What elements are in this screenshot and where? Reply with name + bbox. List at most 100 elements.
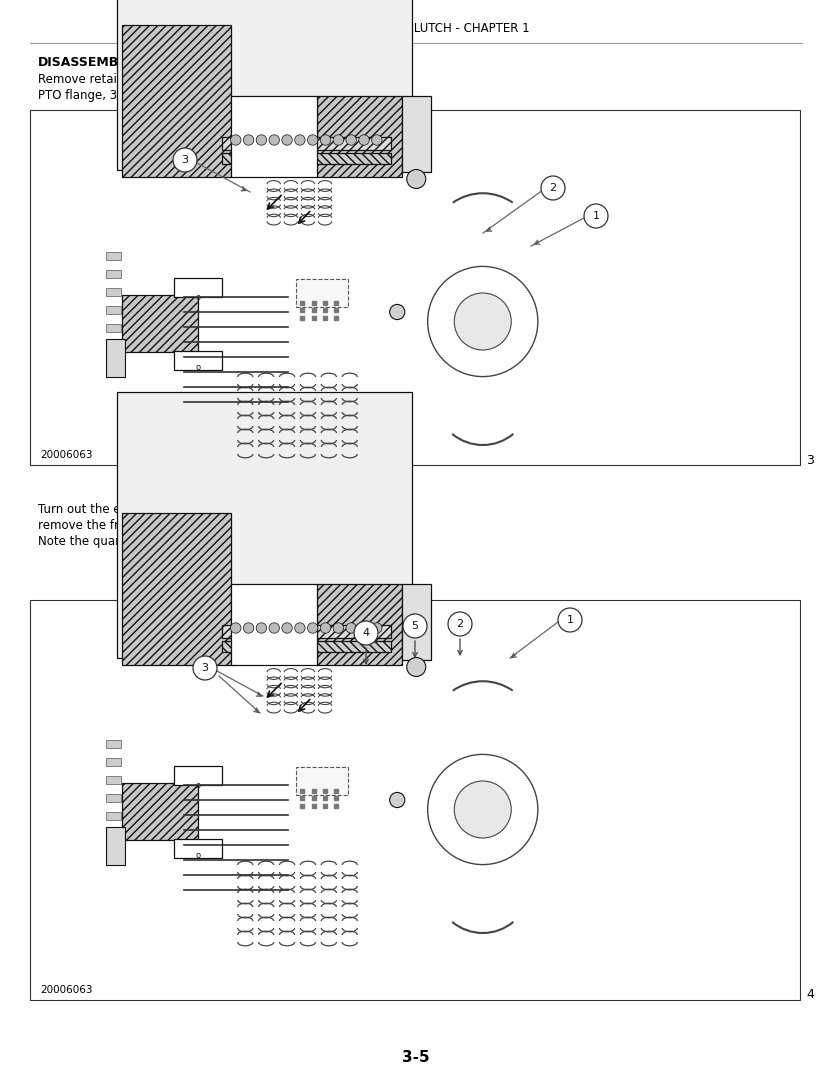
Text: o: o — [196, 363, 201, 372]
Bar — [121, 783, 198, 840]
Circle shape — [173, 148, 197, 172]
Text: 1: 1 — [592, 211, 600, 221]
Circle shape — [282, 623, 292, 633]
Text: 4: 4 — [806, 989, 814, 1002]
Circle shape — [308, 623, 318, 633]
Circle shape — [372, 623, 382, 633]
Circle shape — [584, 204, 608, 228]
Text: remove the friction discs, 3, and spacer plates, 4.: remove the friction discs, 3, and spacer… — [38, 519, 331, 532]
Text: 20006063: 20006063 — [40, 450, 92, 460]
Bar — [106, 324, 121, 332]
Circle shape — [256, 623, 266, 633]
Bar — [106, 252, 121, 260]
Bar — [106, 758, 121, 766]
Circle shape — [308, 135, 318, 145]
Bar — [30, 110, 800, 465]
Circle shape — [320, 623, 331, 633]
Bar — [117, 392, 412, 657]
Text: 3: 3 — [181, 155, 189, 165]
Bar — [221, 137, 390, 150]
Circle shape — [282, 135, 292, 145]
Circle shape — [269, 135, 280, 145]
Circle shape — [269, 623, 280, 633]
Circle shape — [193, 656, 217, 680]
Bar — [30, 600, 800, 1001]
Text: Note the quantity and location of the shims at 5.: Note the quantity and location of the sh… — [38, 535, 326, 548]
Circle shape — [295, 135, 305, 145]
Bar — [221, 625, 390, 638]
Bar — [121, 295, 198, 352]
Text: 2: 2 — [549, 183, 557, 193]
Circle shape — [230, 135, 241, 145]
Circle shape — [230, 623, 241, 633]
Circle shape — [389, 305, 405, 320]
Circle shape — [359, 623, 369, 633]
Text: 1: 1 — [567, 615, 573, 625]
Bar — [106, 827, 125, 865]
Circle shape — [407, 169, 426, 188]
Text: 5: 5 — [412, 621, 418, 631]
Circle shape — [359, 135, 369, 145]
Bar — [121, 513, 231, 665]
Text: DISASSEMBLY: DISASSEMBLY — [38, 56, 134, 70]
Circle shape — [454, 781, 511, 838]
Text: 3-5: 3-5 — [402, 1050, 430, 1065]
Circle shape — [448, 612, 472, 637]
Bar — [106, 740, 121, 749]
Bar — [174, 278, 221, 297]
Bar — [221, 641, 390, 652]
Bar — [221, 153, 390, 164]
Text: SECTION 3 - SLIP CLUTCH - CHAPTER 1: SECTION 3 - SLIP CLUTCH - CHAPTER 1 — [303, 22, 529, 34]
Bar — [121, 25, 231, 177]
Text: PTO flange, 3, from the clutch.: PTO flange, 3, from the clutch. — [38, 89, 219, 102]
Circle shape — [454, 293, 511, 350]
Circle shape — [541, 176, 565, 200]
Bar — [174, 839, 221, 858]
Circle shape — [407, 657, 426, 676]
Circle shape — [428, 754, 537, 865]
Bar — [295, 767, 348, 795]
Bar — [106, 289, 121, 296]
Bar — [402, 96, 430, 172]
Bar — [174, 351, 221, 370]
Text: o: o — [196, 851, 201, 859]
Text: 4: 4 — [363, 628, 369, 638]
Bar — [402, 584, 430, 660]
Circle shape — [354, 621, 378, 645]
Text: Remove retaining ring, 1, and washer, 2, to remove: Remove retaining ring, 1, and washer, 2,… — [38, 73, 344, 86]
Circle shape — [558, 609, 582, 632]
Bar — [295, 279, 348, 307]
Text: 20006063: 20006063 — [40, 985, 92, 995]
Circle shape — [295, 623, 305, 633]
Bar — [106, 795, 121, 802]
Bar — [316, 584, 402, 665]
Text: 3: 3 — [806, 453, 814, 466]
Text: 2: 2 — [457, 619, 463, 629]
Bar — [316, 96, 402, 177]
Bar — [106, 777, 121, 784]
Text: o: o — [196, 781, 201, 791]
Circle shape — [403, 614, 427, 638]
Circle shape — [372, 135, 382, 145]
Bar — [231, 584, 316, 665]
Bar — [231, 96, 316, 177]
Text: 3: 3 — [201, 663, 209, 673]
Bar — [106, 306, 121, 314]
Bar — [106, 339, 125, 377]
Circle shape — [333, 135, 344, 145]
Bar — [117, 0, 412, 169]
Circle shape — [346, 623, 356, 633]
Circle shape — [428, 266, 537, 377]
Bar — [174, 766, 221, 785]
Text: Turn out the eight cap screws, 1, and springs, 2, to: Turn out the eight cap screws, 1, and sp… — [38, 504, 339, 517]
Circle shape — [243, 135, 254, 145]
Circle shape — [389, 793, 405, 808]
Circle shape — [320, 135, 331, 145]
Text: o: o — [196, 293, 201, 303]
Circle shape — [346, 135, 356, 145]
Circle shape — [333, 623, 344, 633]
Bar — [106, 270, 121, 278]
Circle shape — [256, 135, 266, 145]
Circle shape — [243, 623, 254, 633]
Bar — [106, 812, 121, 820]
